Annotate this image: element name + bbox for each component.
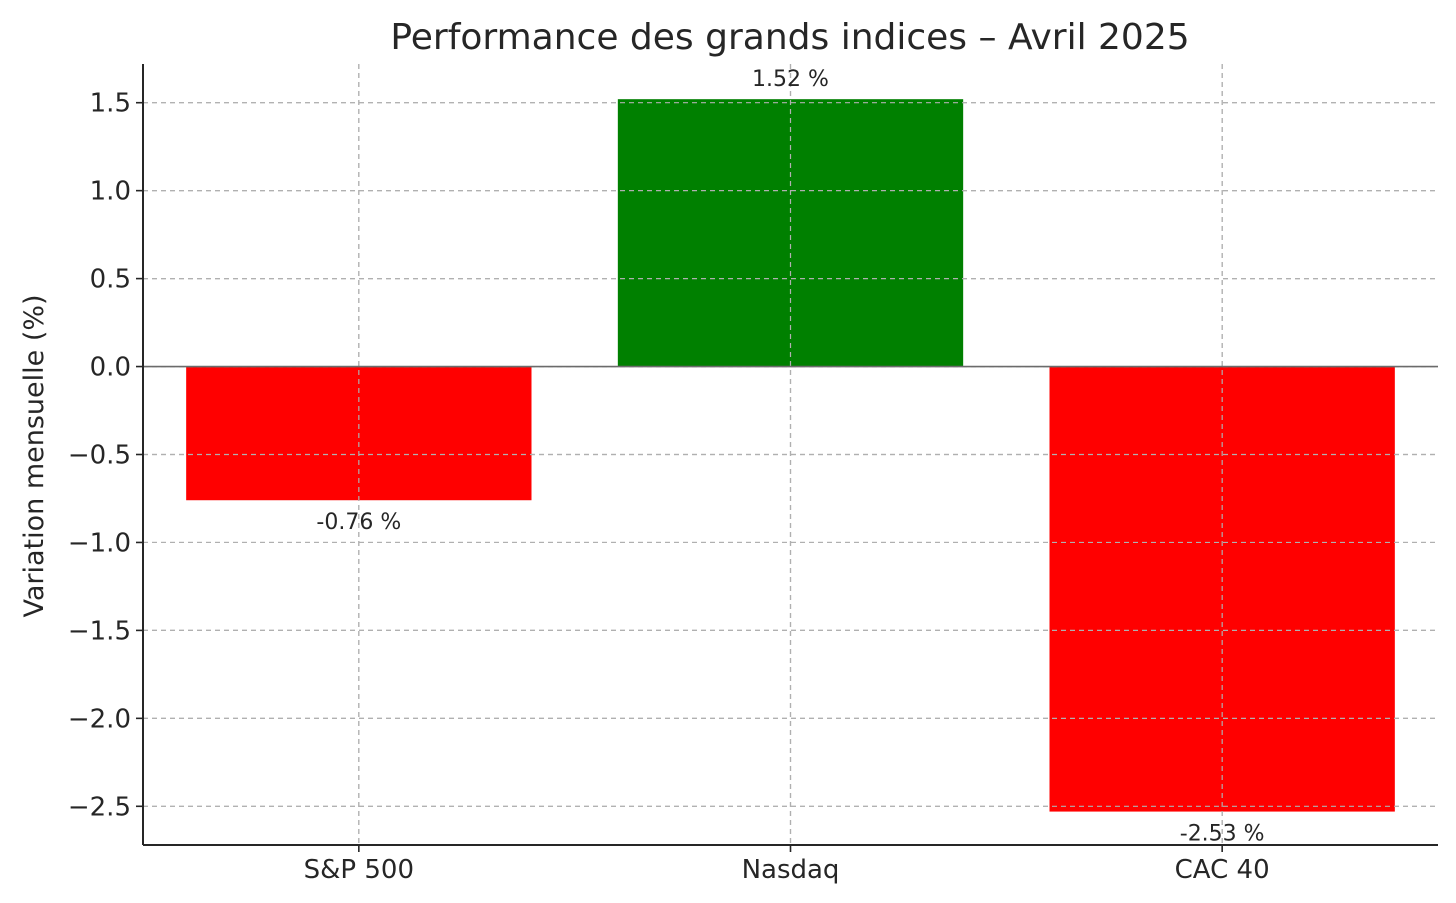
y-tick-label: −0.5 — [68, 441, 131, 471]
data-label: 1.52 % — [752, 67, 829, 92]
data-label: -0.76 % — [316, 510, 401, 535]
y-tick-label: 1.0 — [90, 177, 131, 207]
x-tick-label: Nasdaq — [742, 855, 840, 885]
y-axis-label: Variation mensuelle (%) — [19, 294, 50, 617]
bars — [143, 64, 1438, 845]
y-tick-label: 1.5 — [90, 89, 131, 119]
chart-title: Performance des grands indices – Avril 2… — [390, 17, 1189, 58]
y-tick-label: 0.0 — [90, 353, 131, 383]
bar — [617, 99, 964, 367]
y-tick-label: 0.5 — [90, 265, 131, 295]
y-tick-label: −1.0 — [68, 528, 131, 558]
data-label: -2.53 % — [1180, 822, 1265, 847]
x-tick-label: CAC 40 — [1175, 855, 1270, 885]
y-tick-label: −2.0 — [68, 704, 131, 734]
y-tick-label: −2.5 — [68, 792, 131, 822]
y-tick-label: −1.5 — [68, 616, 131, 646]
data-labels: -0.76 % 1.52 % -2.53 % — [316, 67, 1264, 846]
x-tick-label: S&P 500 — [304, 855, 414, 885]
axes: 1.5 1.0 0.5 0.0 −0.5 −1.0 −1.5 −2.0 −2.5 S&P 500 N… — [68, 64, 1438, 885]
